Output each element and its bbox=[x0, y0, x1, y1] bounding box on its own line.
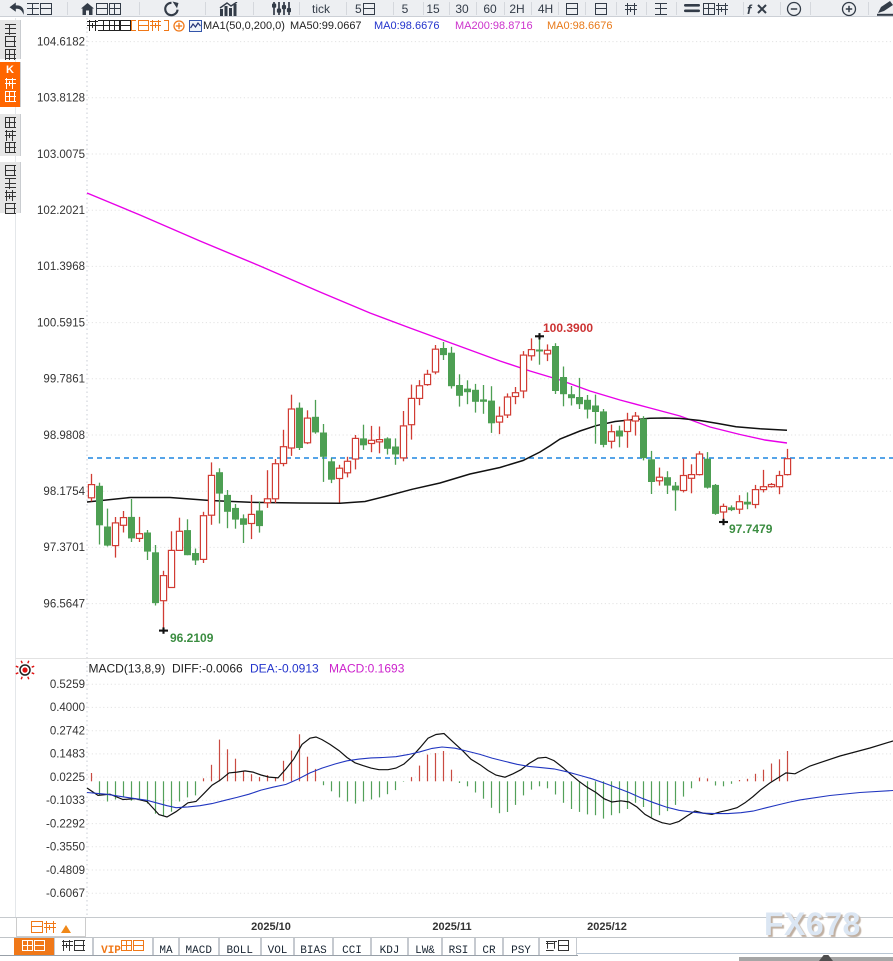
svg-text:MACD:0.1693: MACD:0.1693 bbox=[329, 662, 405, 676]
svg-text:-0.3550: -0.3550 bbox=[46, 842, 85, 854]
svg-text:0.2742: 0.2742 bbox=[50, 726, 85, 738]
svg-text:0.5259: 0.5259 bbox=[50, 679, 85, 691]
svg-text:100.3900: 100.3900 bbox=[543, 321, 593, 335]
svg-text:DEA:-0.0913: DEA:-0.0913 bbox=[250, 662, 319, 676]
svg-text:103.8128: 103.8128 bbox=[37, 93, 85, 105]
svg-text:98.9808: 98.9808 bbox=[43, 430, 85, 442]
svg-text:100.5915: 100.5915 bbox=[37, 317, 85, 329]
svg-text:-0.6067: -0.6067 bbox=[46, 888, 85, 900]
svg-text:99.7861: 99.7861 bbox=[43, 374, 85, 386]
svg-text:0.1483: 0.1483 bbox=[50, 749, 85, 761]
svg-text:97.7479: 97.7479 bbox=[729, 522, 773, 536]
svg-text:0.0225: 0.0225 bbox=[50, 772, 85, 784]
svg-text:-0.1033: -0.1033 bbox=[46, 795, 85, 807]
svg-text:104.6182: 104.6182 bbox=[37, 36, 85, 48]
svg-text:103.0075: 103.0075 bbox=[37, 149, 85, 161]
svg-text:97.3701: 97.3701 bbox=[43, 542, 85, 554]
svg-text:96.2109: 96.2109 bbox=[170, 631, 214, 645]
svg-text:MACD(13,8,9): MACD(13,8,9) bbox=[89, 662, 166, 676]
svg-text:DIFF:-0.0066: DIFF:-0.0066 bbox=[172, 662, 243, 676]
svg-text:-0.2292: -0.2292 bbox=[46, 818, 85, 830]
svg-text:98.1754: 98.1754 bbox=[43, 486, 85, 498]
svg-text:0.4000: 0.4000 bbox=[50, 702, 85, 714]
svg-text:96.5647: 96.5647 bbox=[43, 598, 85, 610]
svg-text:102.2021: 102.2021 bbox=[37, 205, 85, 217]
svg-text:-0.4809: -0.4809 bbox=[46, 865, 85, 877]
svg-text:101.3968: 101.3968 bbox=[37, 261, 85, 273]
